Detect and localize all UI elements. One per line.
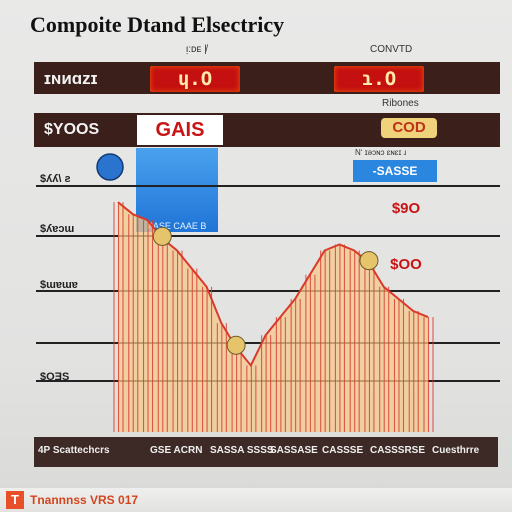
- footer-row: 4P Scattechcrs GSE ACRN SASSA SSSS SASSA…: [34, 437, 498, 467]
- peak-marker: [226, 335, 246, 355]
- bottom-bar-text: Tnannnss VRS 017: [30, 493, 139, 507]
- gas-label: GAIS: [137, 115, 223, 145]
- peak-marker: [152, 226, 172, 246]
- series-line: [117, 201, 429, 368]
- app-logo: T: [6, 491, 24, 509]
- footer-cell: SASSA SSSS: [210, 445, 274, 456]
- footer-cell: CASSSE: [322, 445, 364, 456]
- header-row-1-tag: ɪɴᴎɑᴢɪ: [44, 69, 98, 88]
- top-right-caption: CONVTD: [370, 44, 413, 55]
- footer-cell: Cuesthrre: [432, 445, 480, 456]
- blue-panel-label: PASE CAAE B: [147, 221, 207, 231]
- y-tick-label: $OƎS: [40, 371, 69, 383]
- footer-cell: CASSSRSE: [370, 445, 426, 456]
- chart-title: Compoite Dtand Elsectricy: [30, 12, 285, 37]
- y-tick-label: $ʎɐɔɯ: [40, 223, 74, 235]
- right-value-1: $9O: [391, 200, 421, 217]
- header-row-2-tag: $YOOS: [44, 121, 100, 138]
- top-left-caption: ᴉ:ᴅᴇ |̸: [186, 44, 207, 55]
- orange-badge: COD: [381, 118, 437, 138]
- note-label: Nʻ ɪəɔɴɔ ɛɴɛɪ ɹ: [355, 148, 407, 157]
- footer-cell: SASSASE: [270, 445, 318, 456]
- blue-strip: -SASSE: [353, 160, 437, 182]
- y-tick-label: $ɯɐɯɐ: [40, 279, 78, 291]
- led-readout-right: ɿ.O: [334, 66, 424, 92]
- y-tick-label: $ʎʎ\ ƨ: [40, 173, 71, 185]
- blue-panel: PASE CAAE B: [136, 148, 218, 232]
- footer-cell: 4P Scattechcrs: [38, 445, 110, 456]
- peak-marker: [359, 251, 379, 271]
- globe-icon: [96, 153, 124, 181]
- footer-cell: GSE ACRN: [150, 445, 203, 456]
- right-small-caption: Ribones: [382, 98, 419, 109]
- bottom-bar: T Tnannnss VRS 017: [0, 488, 512, 512]
- right-value-2: $OO: [390, 256, 422, 273]
- led-readout-left: ɥ.O: [150, 66, 240, 92]
